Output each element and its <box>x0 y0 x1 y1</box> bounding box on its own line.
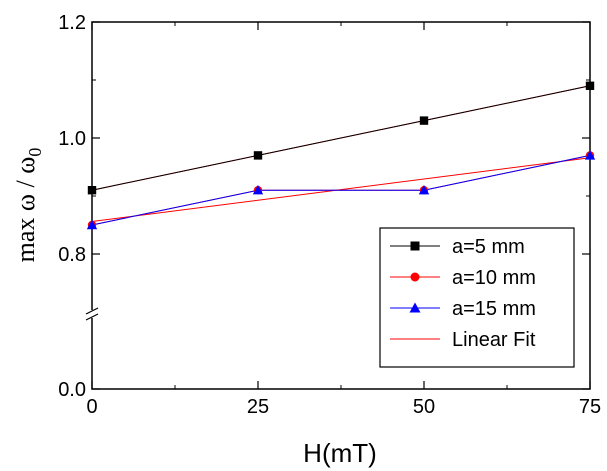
x-tick-label: 25 <box>247 396 269 418</box>
series-line-1 <box>91 85 591 191</box>
series-3-point <box>584 150 596 160</box>
axis-ticks: 0 25 50 75 1.2 1.0 0.8 0.0 <box>58 12 601 418</box>
x-tick-label: 0 <box>86 396 97 418</box>
y-axis-title-main: max ω / ω <box>11 157 40 263</box>
legend-marker <box>409 302 421 313</box>
legend-marker <box>410 272 420 282</box>
legend-marker <box>410 241 420 251</box>
x-axis-title: H(mT) <box>303 438 377 468</box>
series-layer <box>86 81 596 230</box>
legend-label: a=15 mm <box>452 298 536 320</box>
y-tick-label: 1.0 <box>58 128 86 150</box>
legend-label: a=10 mm <box>452 267 536 289</box>
y-tick-label: 0.0 <box>58 379 86 401</box>
series-3-point <box>86 219 98 230</box>
series-1-point <box>585 81 595 90</box>
linear-fit-line-2 <box>91 157 591 223</box>
series-1-point <box>419 116 429 125</box>
series-line-3 <box>91 154 591 226</box>
series-3-point <box>252 185 264 195</box>
y-axis-break <box>84 307 100 321</box>
series-1-point <box>253 151 263 160</box>
y-tick-label: 0.8 <box>58 244 86 266</box>
series-1-point <box>87 186 97 195</box>
series-3-point <box>418 185 430 195</box>
legend-box <box>379 227 575 368</box>
legend-label: a=5 mm <box>452 236 525 258</box>
y-axis-title-subscript: 0 <box>25 148 45 157</box>
x-tick-label: 50 <box>413 396 435 418</box>
legend-label: Linear Fit <box>452 329 536 351</box>
x-tick-label: 75 <box>579 396 601 418</box>
y-axis-title: max ω / ω0 <box>11 148 45 263</box>
y-tick-label: 1.2 <box>58 12 86 34</box>
legend: a=5 mm a=10 mm a=15 mm Linear Fit <box>390 236 536 351</box>
